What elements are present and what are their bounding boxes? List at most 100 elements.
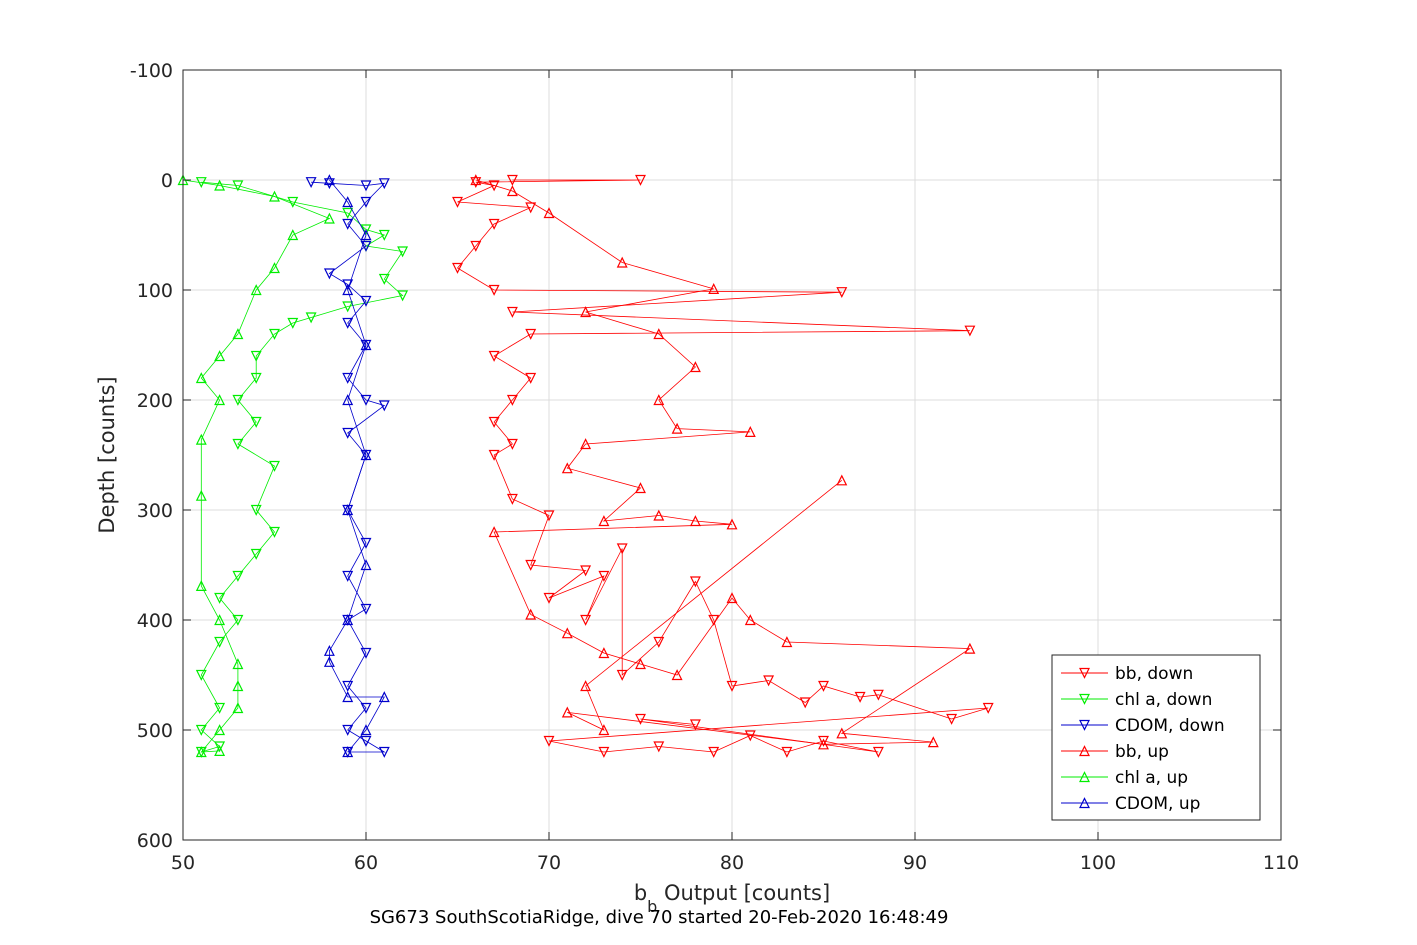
data-point [671, 669, 683, 681]
legend-label: CDOM, up [1115, 794, 1200, 814]
data-point [342, 746, 354, 758]
data-point [232, 438, 244, 450]
data-point [653, 741, 665, 753]
series-0 [452, 174, 994, 758]
data-point [195, 372, 207, 384]
legend-box [1051, 654, 1261, 821]
data-point [653, 636, 665, 648]
data-point [818, 738, 829, 750]
data-point [580, 565, 592, 577]
data-point [726, 518, 738, 530]
data-point [378, 746, 390, 758]
series-3 [470, 174, 976, 750]
data-point [836, 287, 848, 299]
data-point [342, 207, 354, 219]
y-tick-label: 400 [137, 610, 173, 632]
data-point [360, 224, 372, 236]
data-point [342, 427, 354, 439]
series-line [328, 179, 385, 753]
data-point [708, 283, 720, 294]
data-point [854, 691, 866, 703]
data-point [323, 212, 335, 224]
data-point [836, 727, 848, 739]
data-point [671, 422, 683, 434]
data-point [195, 746, 207, 758]
data-point [525, 372, 537, 384]
data-point [616, 669, 628, 681]
data-point [653, 509, 665, 521]
data-point [232, 180, 244, 192]
x-tick-label: 60 [354, 852, 378, 874]
data-point [232, 702, 244, 714]
data-point [214, 702, 226, 714]
data-point [488, 416, 500, 428]
y-tick-label: 100 [137, 280, 173, 302]
data-point [378, 400, 390, 412]
data-point [342, 691, 354, 703]
data-point [488, 218, 500, 230]
data-point [323, 655, 335, 667]
data-point [872, 746, 884, 758]
data-point [342, 614, 354, 626]
legend-label: chl a, down [1115, 690, 1212, 710]
data-point [360, 229, 372, 241]
legend-marker [1079, 797, 1090, 809]
y-tick-label: 0 [161, 170, 173, 192]
legend-item: bb, down [1061, 664, 1193, 684]
data-point [689, 361, 701, 373]
data-point [305, 177, 317, 189]
legend-marker [1079, 667, 1090, 679]
y-tick-label: 600 [137, 830, 173, 852]
data-point [836, 474, 848, 486]
data-point [506, 174, 518, 186]
data-point [525, 559, 537, 571]
data-point [360, 295, 372, 307]
data-point [635, 713, 646, 725]
y-tick-label: 300 [137, 500, 173, 522]
x-tick-label: 50 [171, 852, 195, 874]
data-point [525, 202, 537, 214]
data-point [214, 636, 226, 648]
data-point [360, 603, 372, 615]
data-point [214, 745, 226, 757]
data-point [506, 493, 518, 505]
data-point [360, 394, 372, 406]
data-point [250, 416, 262, 428]
data-point [360, 724, 372, 736]
data-point [250, 504, 262, 516]
data-point [342, 724, 354, 736]
y-tick-label: 200 [137, 390, 173, 412]
data-point [689, 719, 701, 731]
x-axis-label-subscript: b [647, 897, 657, 916]
data-point [360, 537, 372, 549]
series-line [456, 179, 989, 753]
data-point [580, 680, 592, 692]
legend-item: CDOM, down [1061, 716, 1225, 736]
y-axis-label: Depth [counts] [95, 376, 119, 533]
data-point [744, 614, 756, 626]
data-point [488, 350, 500, 362]
data-point [269, 526, 280, 538]
data-point [232, 328, 244, 340]
data-point [214, 741, 226, 753]
data-point [598, 570, 610, 582]
x-tick-label: 110 [1263, 852, 1299, 874]
legend-item: chl a, up [1061, 768, 1188, 788]
data-point [598, 746, 610, 758]
data-point [982, 702, 994, 714]
data-point [488, 284, 500, 296]
ticks: 50 60 70 80 90 100 110 -100 0 100 200 300 400 500 600 [130, 60, 1299, 874]
data-point [543, 592, 555, 604]
data-point [342, 301, 354, 313]
data-point [195, 724, 207, 736]
series-5 [323, 174, 390, 758]
data-point [818, 735, 829, 747]
data-point [323, 268, 335, 280]
data-point [598, 647, 610, 659]
data-point [506, 185, 518, 197]
data-point [635, 658, 646, 670]
data-point [561, 706, 573, 718]
data-point [360, 196, 372, 208]
data-point [598, 515, 610, 527]
data-point [342, 372, 354, 384]
